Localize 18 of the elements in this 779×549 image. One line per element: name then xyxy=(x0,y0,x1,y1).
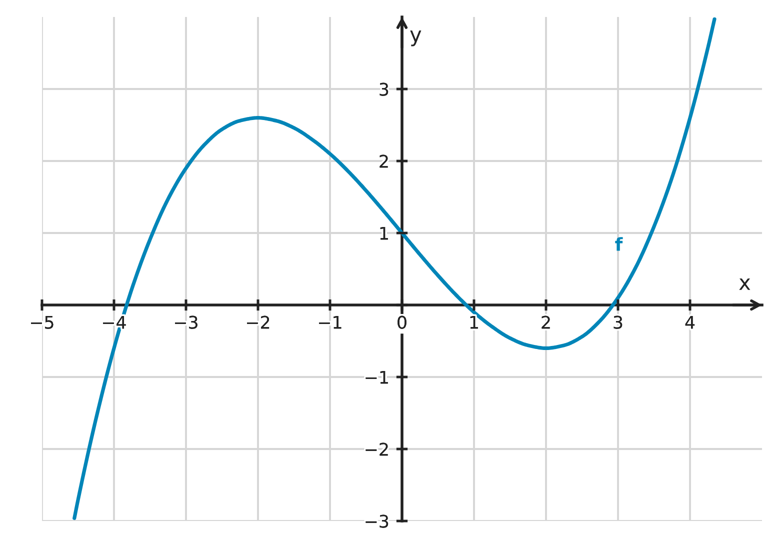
x-tick-label: −1 xyxy=(319,316,342,329)
y-tick-label: 3 xyxy=(380,82,388,96)
x-tick-label: 0 xyxy=(398,316,406,329)
x-tick-label: 3 xyxy=(614,316,622,329)
x-tick-label: −5 xyxy=(31,316,54,329)
y-tick-label: −2 xyxy=(366,442,388,456)
y-tick-label: 1 xyxy=(380,226,388,240)
x-tick-label: −2 xyxy=(247,316,270,329)
x-tick-label: 1 xyxy=(470,316,478,329)
y-tick-label: −3 xyxy=(366,514,388,528)
x-axis-title: x xyxy=(739,278,750,290)
y-tick-label: −1 xyxy=(366,370,388,384)
x-tick-label: 4 xyxy=(685,316,695,329)
series-label: f xyxy=(615,237,623,251)
y-axis-title: y xyxy=(410,30,422,46)
y-tick-label: 2 xyxy=(380,154,388,168)
x-tick-label: 2 xyxy=(542,316,550,329)
x-tick-label: −3 xyxy=(175,316,198,329)
